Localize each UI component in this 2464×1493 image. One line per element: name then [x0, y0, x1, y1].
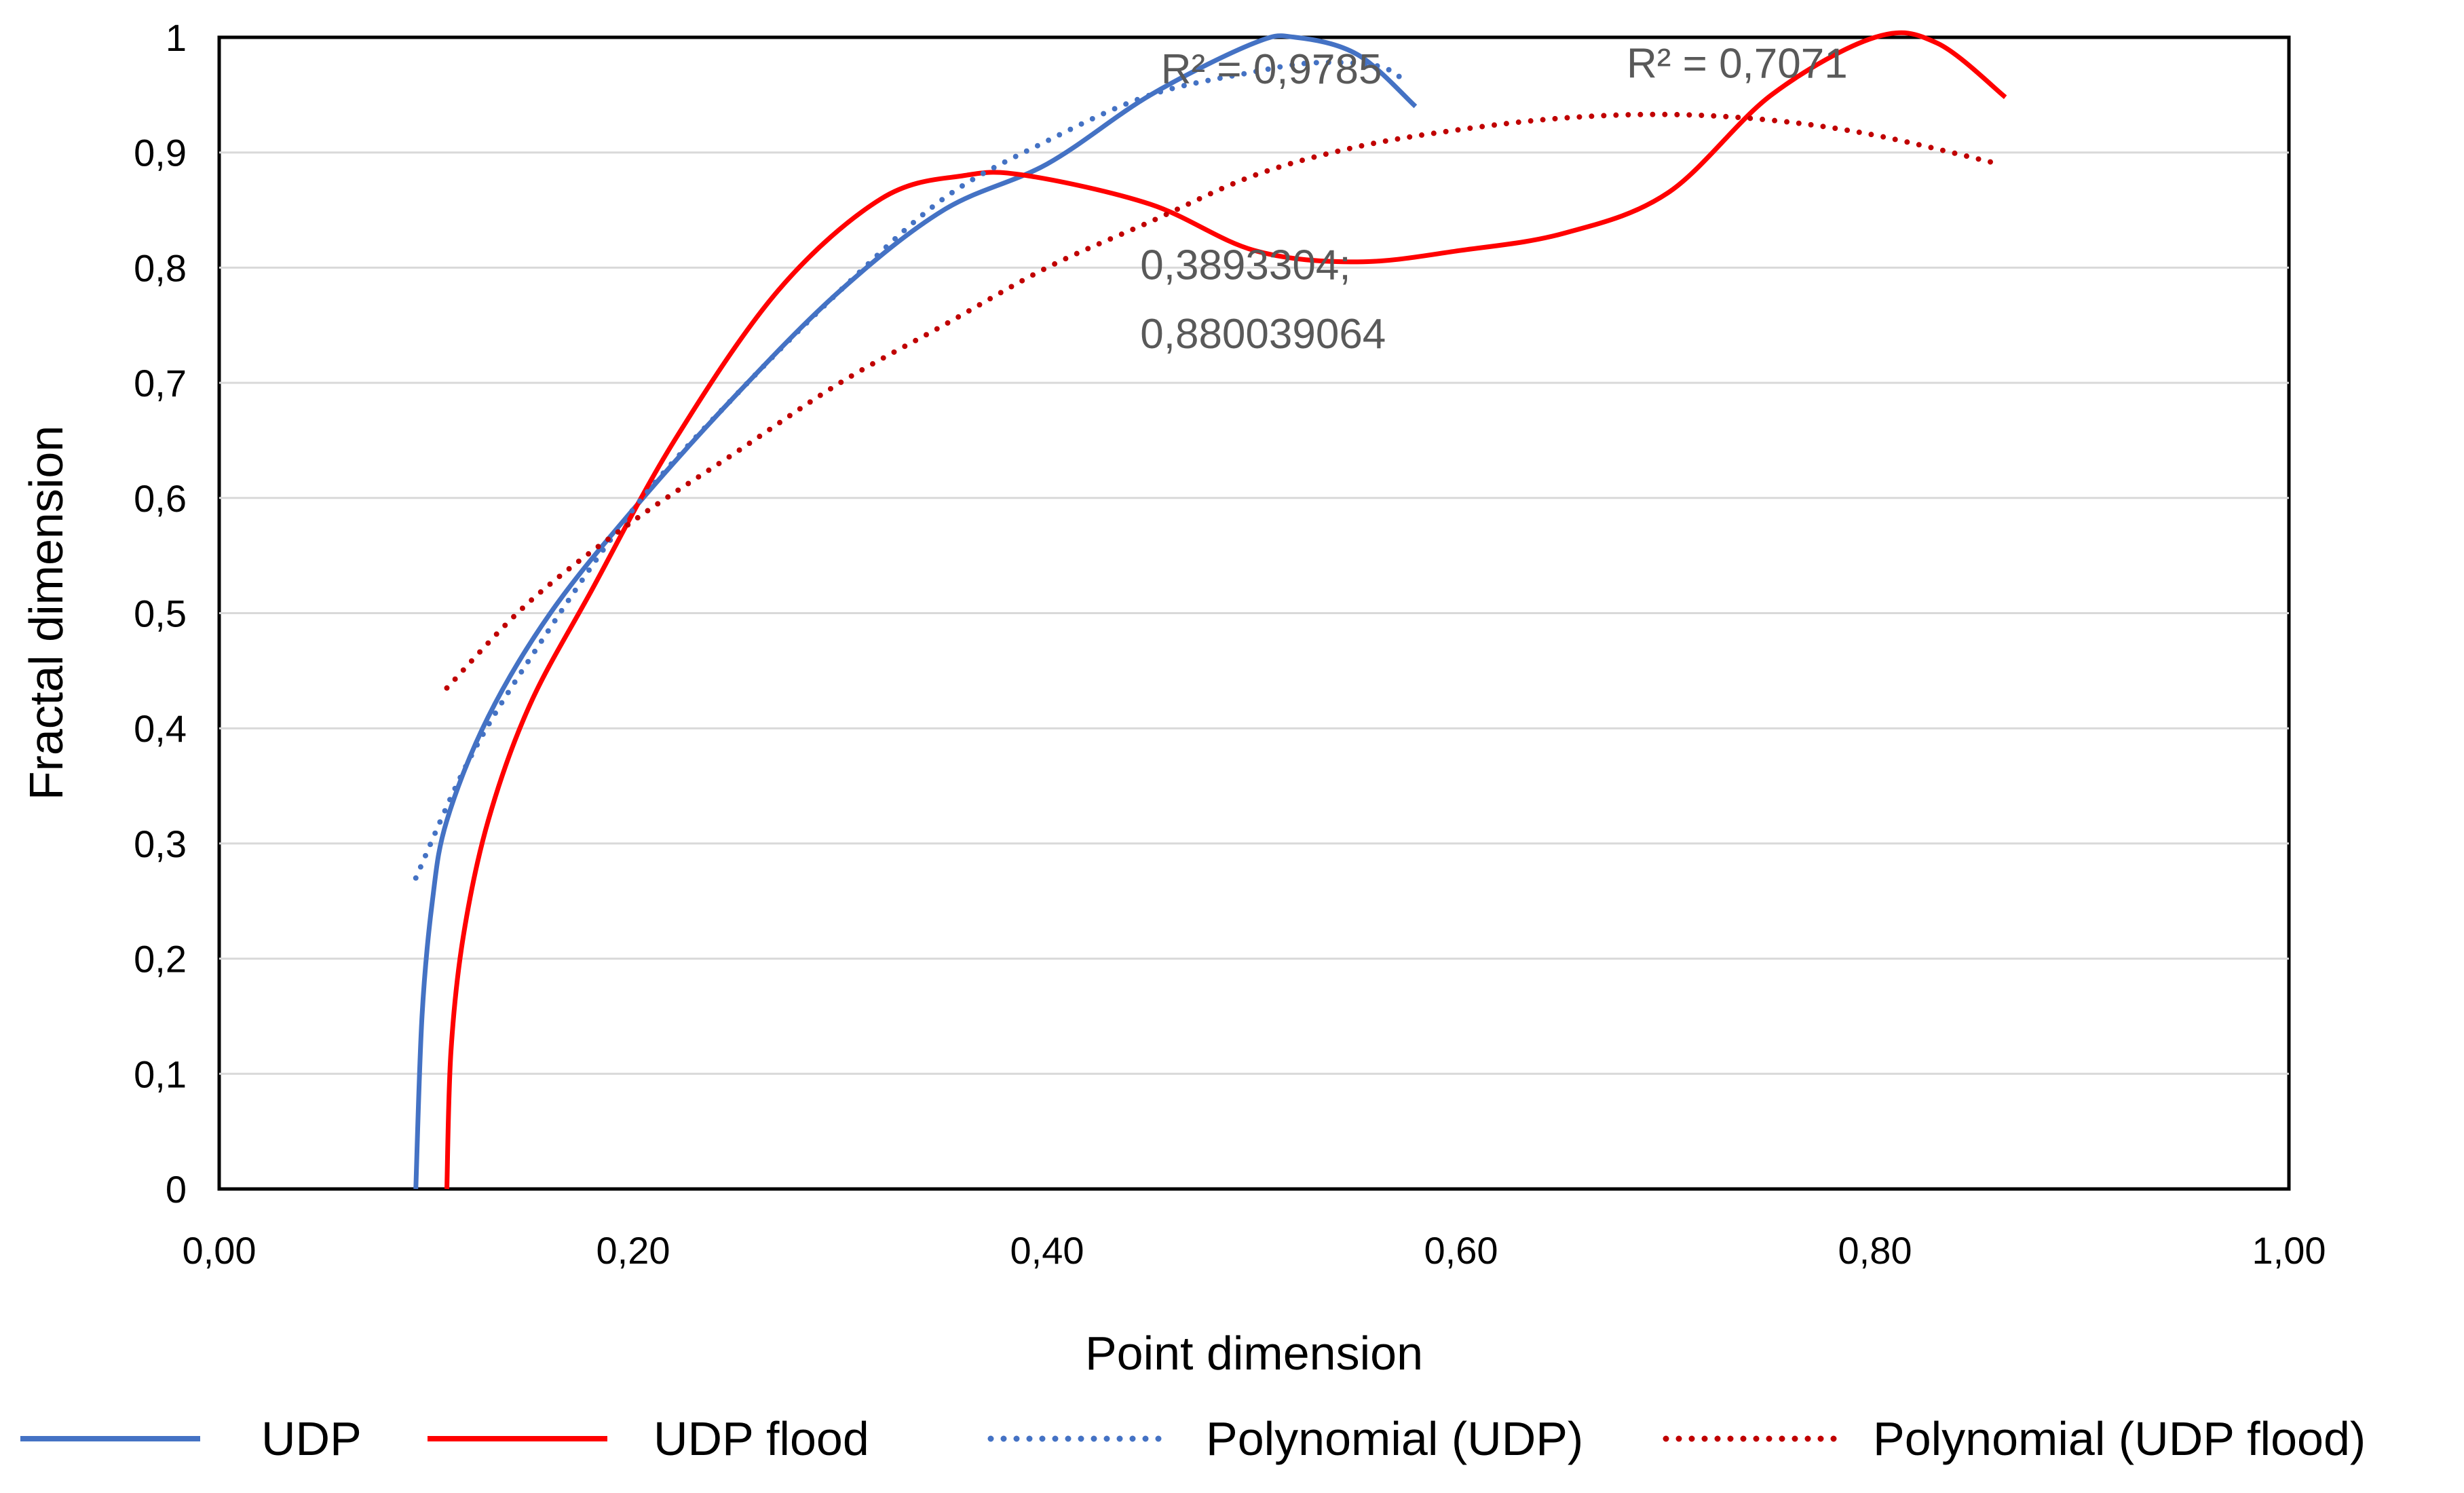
y-tick-label: 0,2	[134, 938, 187, 981]
x-tick-label: 0,20	[596, 1229, 670, 1272]
r-squared-udp-flood-annotation: R² = 0,7071	[1627, 40, 1848, 87]
y-tick-label: 0,8	[134, 246, 187, 289]
legend: UDP UDP flood Polynomial (UDP) Polynomial (…	[20, 1412, 2366, 1465]
data-point-y-annotation: 0,880039064	[1140, 311, 1386, 358]
legend-item-udp: UDP	[20, 1412, 362, 1465]
y-tick-label: 0	[166, 1168, 187, 1211]
y-tick-label: 0,9	[134, 132, 187, 174]
x-tick-label: 0,80	[1838, 1229, 1912, 1272]
legend-item-polynomial-udp-flood: Polynomial (UDP flood)	[1666, 1412, 2366, 1465]
legend-label: Polynomial (UDP flood)	[1873, 1412, 2366, 1465]
x-tick-label: 0,60	[1424, 1229, 1498, 1272]
y-tick-label: 0,7	[134, 362, 187, 404]
fractal-dimension-line-chart: 0 0,1 0,2 0,3 0,4 0,5 0,6 0,7 0,8 0,9 1 0,00 0,20 0,4…	[0, 0, 2464, 1493]
x-tick-label: 1,00	[2252, 1229, 2326, 1272]
chart-container: 0 0,1 0,2 0,3 0,4 0,5 0,6 0,7 0,8 0,9 1 0,00 0,20 0,4…	[0, 0, 2464, 1493]
y-tick-label: 0,4	[134, 707, 187, 750]
legend-item-polynomial-udp: Polynomial (UDP)	[991, 1412, 1583, 1465]
x-tick-label: 0,00	[183, 1229, 257, 1272]
legend-label: Polynomial (UDP)	[1206, 1412, 1583, 1465]
legend-label: UDP flood	[653, 1412, 869, 1465]
legend-item-udp-flood: UDP flood	[428, 1412, 869, 1465]
r-squared-udp-annotation: R² = 0,9785	[1161, 46, 1382, 93]
y-tick-label: 0,1	[134, 1053, 187, 1095]
y-tick-label: 0,5	[134, 592, 187, 635]
y-axis-title: Fractal dimension	[20, 426, 73, 800]
data-point-x-annotation: 0,3893304;	[1140, 242, 1350, 288]
x-tick-label: 0,40	[1010, 1229, 1084, 1272]
x-axis-title: Point dimension	[1085, 1327, 1423, 1380]
y-tick-label: 1	[166, 16, 187, 59]
y-tick-label: 0,6	[134, 477, 187, 520]
y-tick-label: 0,3	[134, 823, 187, 865]
legend-label: UDP	[261, 1412, 362, 1465]
